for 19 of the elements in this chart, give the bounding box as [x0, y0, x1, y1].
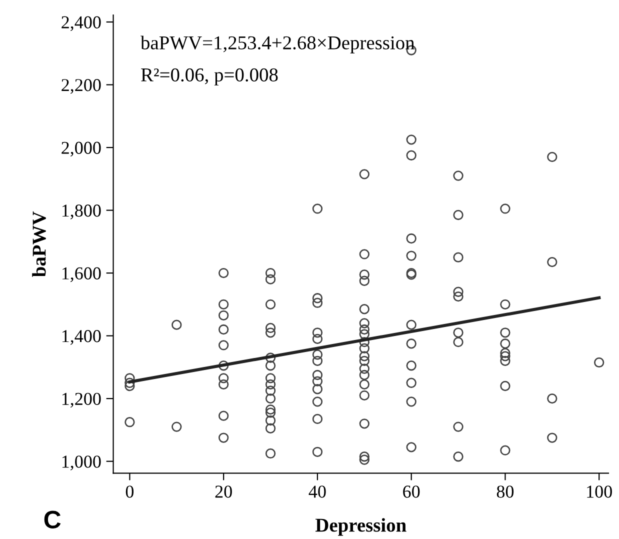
y-tick-label: 1,400	[62, 330, 101, 345]
y-tick-label: 1,200	[62, 392, 101, 408]
x-tick-label: 100	[587, 486, 612, 498]
y-tick-label: 2,000	[62, 142, 101, 157]
y-tick-label: 2,400	[62, 16, 101, 32]
y-tick-label: 1,800	[62, 204, 101, 220]
x-axis-title: Depression	[315, 518, 406, 536]
y-tick-label: 2,200	[62, 79, 101, 94]
x-tick-label: 40	[308, 486, 326, 498]
x-tick-label: 60	[403, 486, 420, 498]
text: C	[44, 510, 61, 528]
y-tick-label: 1,600	[62, 267, 101, 282]
annotation: baPWV=1,253.4+2.68×Depression	[140, 36, 415, 54]
x-tick-label: 80	[496, 486, 514, 498]
y-axis-title: baPWV	[32, 211, 46, 277]
y-tick-label: 1,000	[62, 456, 101, 470]
x-tick-label: 0	[126, 486, 134, 498]
x-tick-label: 20	[215, 486, 232, 498]
annotation: R²=0.06, p=0.008	[141, 68, 278, 86]
